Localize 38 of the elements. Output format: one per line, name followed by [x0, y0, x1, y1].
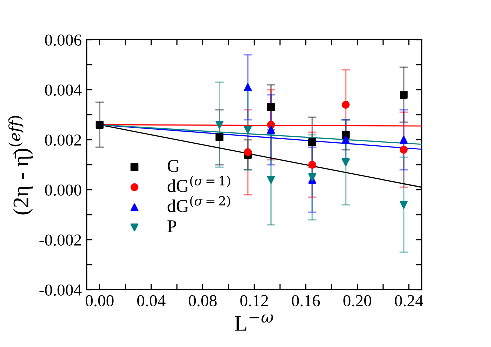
point [308, 138, 316, 146]
y-tick-label: 0.002 [45, 134, 82, 146]
y-tick-label: 0.000 [45, 184, 82, 196]
y-tick-label: -0.004 [40, 284, 82, 296]
point [216, 134, 224, 142]
x-tick-label: 0.00 [86, 295, 114, 307]
x-tick-label: 0.08 [189, 295, 217, 307]
point [244, 84, 252, 92]
point [400, 91, 408, 99]
point [267, 126, 276, 134]
y-tick-label: 0.006 [45, 34, 82, 46]
x-tick-label: 0.04 [137, 295, 166, 307]
legend-label: P [168, 220, 177, 232]
point [400, 146, 408, 154]
y-tick-label: -0.002 [40, 234, 82, 246]
point [267, 104, 276, 112]
point [244, 126, 252, 134]
legend-label: dG$^{(σ=1)}$ [168, 176, 230, 192]
x-tick-label: 0.20 [344, 295, 372, 307]
point [342, 101, 350, 109]
point [216, 121, 224, 129]
point [342, 136, 350, 144]
point [308, 174, 316, 182]
point [400, 136, 408, 144]
y-axis-title: (2η - η̄)$^{(eff)}$ [8, 116, 34, 215]
point [267, 176, 276, 184]
point [342, 158, 350, 166]
point [400, 201, 408, 209]
x-tick-label: 0.24 [395, 295, 424, 307]
x-tick-label: 0.12 [240, 295, 268, 307]
x-axis-title: L$^{−ω}$ [235, 314, 274, 331]
legend-label: G [168, 160, 180, 172]
point [308, 161, 316, 169]
point [96, 121, 104, 129]
legend-label: dG$^{(σ=2)}$ [168, 196, 230, 212]
point [244, 148, 252, 156]
y-tick-label: 0.004 [45, 84, 82, 96]
x-tick-label: 0.16 [292, 295, 320, 307]
